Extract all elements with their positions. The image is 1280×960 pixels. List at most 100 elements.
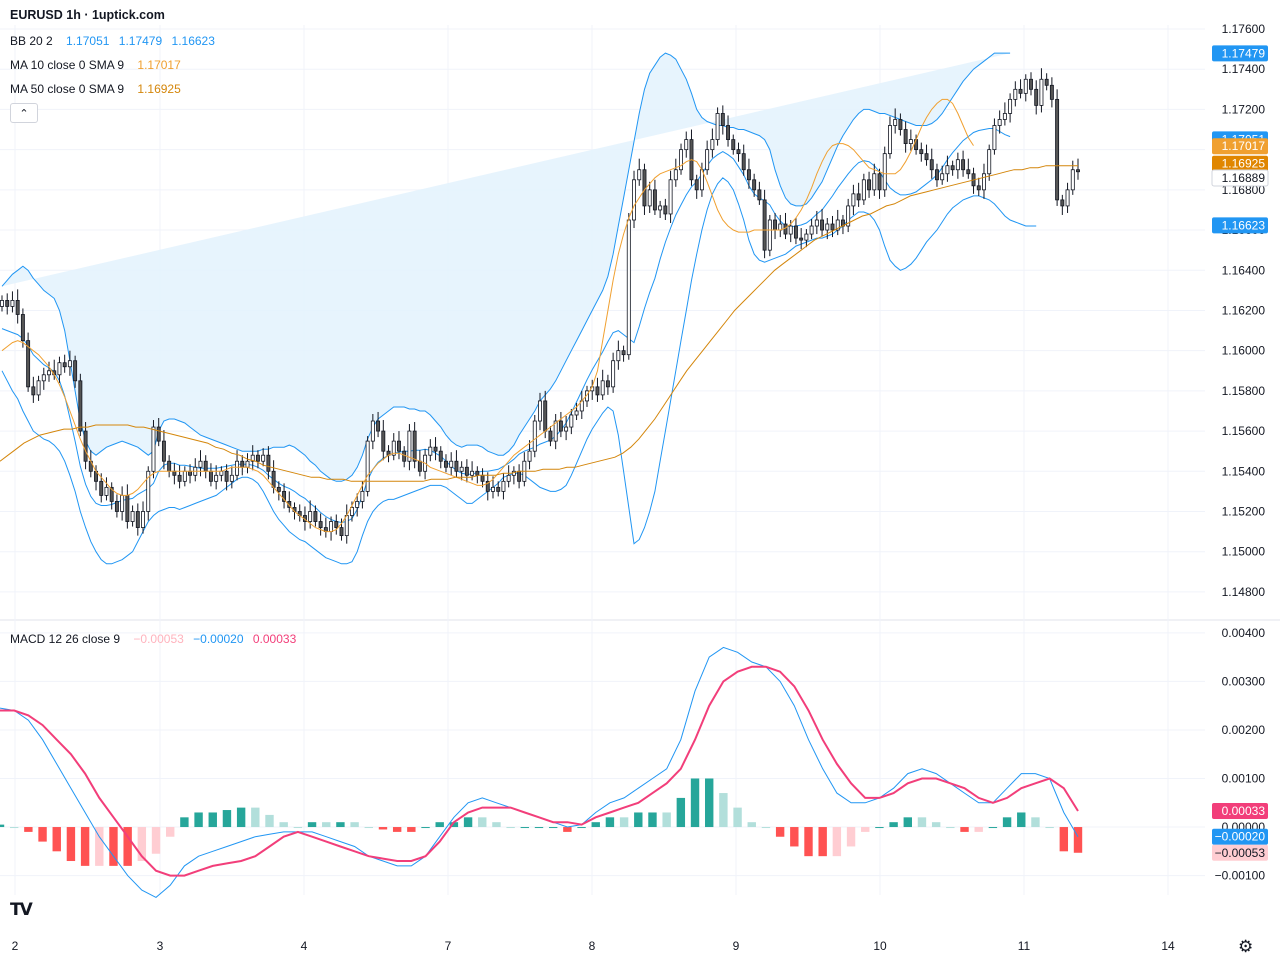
candle [428, 439, 433, 462]
candle [637, 158, 642, 186]
macd-histogram-bar [307, 822, 317, 828]
candle [318, 513, 323, 536]
candle [1008, 93, 1013, 123]
macd-label-text: 0.00033 [1222, 804, 1266, 818]
candle-body-down [99, 480, 104, 496]
candle [323, 517, 328, 538]
candle-body-down [464, 466, 469, 476]
candle [553, 413, 558, 450]
macd-histogram-bar [0, 824, 5, 828]
candle [736, 142, 741, 162]
candle [188, 464, 192, 484]
candle [266, 446, 271, 480]
candle-body-down [799, 237, 804, 241]
candle-body-down [444, 460, 448, 468]
candle [673, 158, 678, 187]
candle [799, 228, 804, 250]
legend-bb[interactable]: BB 20 2 1.17051 1.17479 1.16623 [10, 34, 215, 48]
macd-histogram-bar [421, 827, 430, 829]
candle-body-up [553, 420, 558, 442]
candle [141, 501, 145, 534]
candle-body-down [731, 139, 736, 151]
candle-body-up [569, 414, 574, 428]
candle-body-down [15, 300, 20, 315]
candle-body-up [370, 420, 375, 442]
candle [1070, 160, 1075, 195]
macd-histogram-bar [861, 827, 870, 832]
candle-body-up [355, 501, 360, 508]
candle [297, 504, 302, 522]
macd-tick-label: −0.00100 [1215, 869, 1266, 883]
candle [240, 455, 245, 476]
candle-body-down [177, 474, 182, 482]
candle [663, 198, 668, 220]
candle [611, 352, 616, 393]
candle [793, 217, 798, 245]
candle-body-down [381, 430, 386, 452]
candle-body-down [475, 470, 480, 476]
legend-macd[interactable]: MACD 12 26 close 9 −0.00053 −0.00020 0.0… [10, 632, 296, 646]
candle [73, 355, 78, 388]
candle-body-down [271, 470, 276, 488]
candle [867, 171, 872, 198]
candle [715, 107, 720, 146]
candle-body-down [208, 470, 213, 482]
candle [955, 152, 960, 179]
candle-body-up [1065, 189, 1070, 207]
candle [950, 160, 955, 176]
candle-body-down [240, 460, 245, 468]
candle-body-up [804, 233, 809, 241]
gear-icon[interactable]: ⚙ [1238, 937, 1254, 956]
candle [156, 418, 161, 447]
candle-body-up [955, 159, 960, 171]
candle [36, 375, 41, 401]
legend-ma50-value: 1.16925 [137, 82, 181, 96]
candle-body-up [626, 219, 631, 356]
candle-body-up [882, 153, 887, 191]
macd-histogram-bar [719, 793, 728, 828]
candle [982, 163, 986, 199]
candle-body-up [428, 446, 433, 456]
candle [574, 402, 579, 421]
macd-histogram-bar [804, 827, 813, 857]
macd-histogram-bar [194, 812, 203, 828]
bb-upper-line [1, 52, 1011, 482]
tradingview-logo-icon[interactable]: TV [10, 900, 33, 920]
price-tick-label: 1.17600 [1222, 22, 1266, 36]
candle [600, 369, 605, 400]
candle [1044, 73, 1049, 91]
price-axes: 1.176001.174001.172001.170001.168001.166… [1211, 22, 1269, 883]
candle-body-up [146, 470, 151, 512]
candle-body-down [276, 486, 281, 492]
time-tick-label: 14 [1161, 939, 1175, 953]
legend-ma10[interactable]: MA 10 close 0 SMA 9 1.17017 [10, 58, 181, 72]
price-tick-label: 1.16200 [1222, 303, 1266, 317]
legend-macd-hist: −0.00053 [133, 632, 184, 646]
candle-body-up [501, 480, 506, 492]
candle-body-up [668, 179, 673, 215]
candle [898, 113, 903, 136]
macd-histogram-bar [378, 827, 388, 830]
candle [626, 212, 631, 360]
time-tick-label: 9 [733, 939, 740, 953]
collapse-legend-button[interactable]: ⌃ [10, 103, 38, 123]
candle-body-up [809, 225, 814, 235]
candle [496, 481, 501, 497]
candle [1060, 194, 1065, 215]
candle-body-down [397, 440, 401, 452]
macd-tick-label: 0.00400 [1222, 626, 1266, 640]
candle-body-up [564, 426, 569, 432]
candle [511, 466, 516, 485]
candle [370, 413, 375, 450]
candle [741, 144, 746, 176]
candle-body-up [449, 460, 454, 468]
candle-body-up [360, 490, 365, 502]
price-label-bb-upper [1212, 45, 1268, 62]
legend-ma50[interactable]: MA 50 close 0 SMA 9 1.16925 [10, 82, 181, 96]
candle [219, 466, 224, 482]
candle [882, 146, 887, 197]
time-tick-label: 8 [589, 939, 596, 953]
candle [491, 476, 495, 499]
macd-histogram-bar [634, 812, 643, 828]
